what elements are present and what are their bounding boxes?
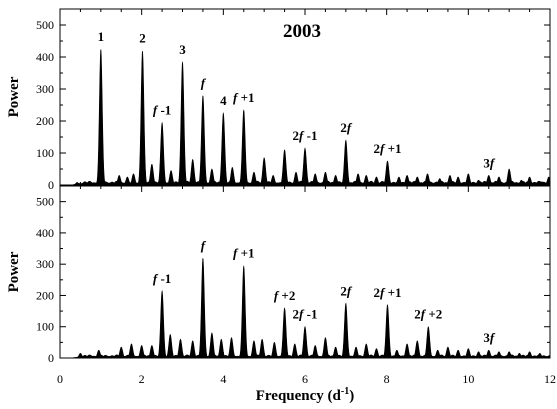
peak-label-prefix: 3 — [483, 155, 490, 170]
peak-label-f: f — [490, 330, 496, 345]
peak-label-f: f — [421, 307, 427, 322]
peak-label: 3f — [483, 155, 496, 170]
peak-label-f: f — [347, 283, 353, 298]
peak-label-f: f — [153, 103, 159, 118]
x-tick-label: 10 — [462, 372, 474, 386]
peak-label-offset: +2 — [278, 288, 295, 303]
x-tick-label: 6 — [302, 372, 308, 386]
peak-label-prefix: 2 — [373, 285, 380, 300]
top-panel-ticks: 0 100 200 300 400 500 — [36, 8, 551, 192]
y-tick-label: 0 — [48, 178, 54, 192]
peak-label-offset: -1 — [303, 307, 317, 322]
y-tick-label: 300 — [36, 257, 54, 271]
peak-label: 4 — [220, 93, 227, 108]
peak-label-f: f — [490, 155, 496, 170]
peak-label: 3f — [483, 330, 496, 345]
y-tick-label: 100 — [36, 146, 54, 160]
x-tick-label: 0 — [57, 372, 63, 386]
peak-label-f: f — [153, 271, 159, 286]
peak-label: f — [201, 238, 207, 253]
bottom-panel-ticks: 0 100 200 300 400 500 0 2 4 6 8 10 12 — [36, 185, 556, 386]
peak-label-offset: +1 — [237, 246, 254, 261]
peak-label-f: f — [347, 120, 353, 135]
peak-label: 2 — [139, 31, 146, 46]
peak-label: 2f -1 — [293, 128, 318, 143]
peak-label: f — [201, 75, 207, 90]
peak-label-prefix: 2 — [293, 128, 300, 143]
peak-label-offset: -1 — [303, 128, 317, 143]
top-panel-title: 2003 — [283, 21, 321, 42]
x-axis-title-close: ) — [349, 388, 354, 404]
peak-label-offset: +2 — [425, 307, 442, 322]
peak-label: 2f +2 — [414, 307, 442, 322]
x-axis-title-main: Frequency (d — [256, 388, 342, 404]
peak-label-prefix: 2 — [340, 283, 347, 298]
peak-label: 3 — [179, 42, 186, 57]
peak-label: f +1 — [233, 90, 255, 105]
y-tick-label: 200 — [36, 114, 54, 128]
peak-label-prefix: 3 — [483, 330, 490, 345]
x-tick-label: 4 — [220, 372, 226, 386]
y-tick-label: 300 — [36, 82, 54, 96]
peak-label-prefix: 2 — [373, 141, 380, 156]
peak-label: f -1 — [153, 103, 171, 118]
top-y-axis-title: Power — [6, 76, 22, 117]
x-tick-label: 12 — [544, 372, 556, 386]
peak-label-f: f — [201, 75, 207, 90]
x-tick-label: 2 — [139, 372, 145, 386]
y-tick-label: 500 — [36, 195, 54, 209]
y-tick-label: 400 — [36, 226, 54, 240]
peak-label-f: f — [233, 90, 239, 105]
peak-label-f: f — [299, 307, 305, 322]
peak-label-prefix: 2 — [293, 307, 300, 322]
peak-label-f: f — [380, 285, 386, 300]
y-tick-label: 0 — [48, 351, 54, 365]
bottom-spectrum-area — [60, 258, 551, 359]
peak-label-number: 3 — [179, 42, 186, 57]
peak-label: 1 — [98, 29, 105, 44]
peak-label-number: 2 — [139, 31, 146, 46]
peak-label-number: 4 — [220, 93, 227, 108]
bottom-y-axis-title: Power — [6, 251, 22, 292]
peak-label-f: f — [274, 288, 280, 303]
x-tick-label: 8 — [384, 372, 390, 386]
peak-label-f: f — [299, 128, 305, 143]
top-spectrum-area — [60, 49, 551, 186]
peak-label-offset: -1 — [157, 103, 171, 118]
peak-label: 2f — [340, 120, 353, 135]
y-tick-label: 100 — [36, 320, 54, 334]
peak-label-offset: +1 — [237, 90, 254, 105]
peak-label: 2f +1 — [373, 285, 401, 300]
peak-label-offset: -1 — [157, 271, 171, 286]
x-axis-title: Frequency (d-1) — [256, 386, 354, 404]
peak-label: f -1 — [153, 271, 171, 286]
bottom-peak-labels: f -1ff +1f +22f -12f 2f +12f +23f — [153, 238, 496, 345]
peak-label: f +2 — [274, 288, 296, 303]
peak-label: f +1 — [233, 246, 255, 261]
peak-label-f: f — [380, 141, 386, 156]
peak-label-prefix: 2 — [340, 120, 347, 135]
peak-label-f: f — [201, 238, 207, 253]
x-axis-title-sup: -1 — [341, 386, 349, 397]
peak-label-prefix: 2 — [414, 307, 421, 322]
peak-label: 2f — [340, 283, 353, 298]
peak-label-offset: +1 — [384, 141, 401, 156]
y-tick-label: 500 — [36, 18, 54, 32]
peak-label-offset: +1 — [384, 285, 401, 300]
y-tick-label: 400 — [36, 50, 54, 64]
peak-label-f: f — [233, 246, 239, 261]
y-tick-label: 200 — [36, 288, 54, 302]
peak-label-number: 1 — [98, 29, 105, 44]
peak-label: 2f +1 — [373, 141, 401, 156]
peak-label: 2f -1 — [293, 307, 318, 322]
